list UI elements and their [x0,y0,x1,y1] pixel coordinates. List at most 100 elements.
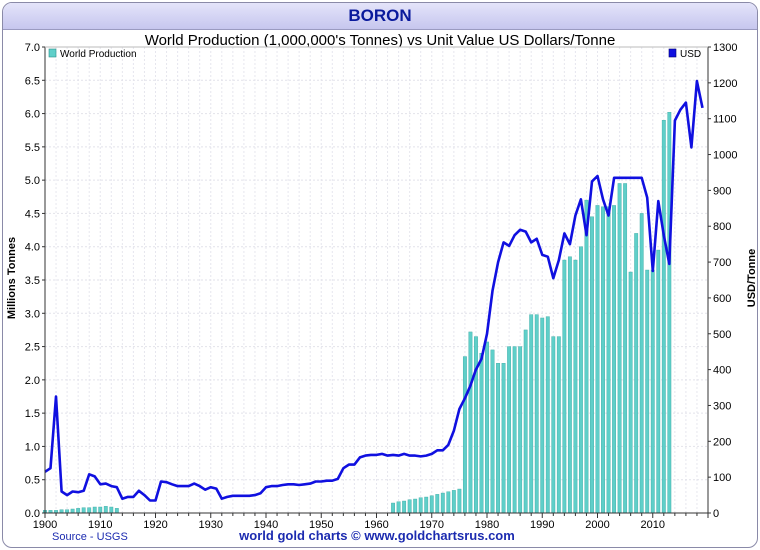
production-bar [468,331,473,514]
production-bar [490,349,495,514]
y-tick-label-left: 5.5 [25,142,40,154]
production-bar [590,216,594,514]
production-bar [92,506,97,514]
production-bar [103,506,108,514]
y-tick-label-left: 0.5 [25,475,40,487]
production-bar [606,206,611,514]
y-tick-label-right: 200 [713,436,731,448]
y-tick-label-left: 7.0 [25,42,40,54]
production-bar [81,507,86,514]
production-bar [518,346,523,514]
y-tick-label-left: 2.0 [25,375,40,387]
x-tick-label: 1930 [199,519,223,531]
production-bar [601,206,605,514]
y-tick-label-right: 1300 [713,42,737,54]
source-note: Source - USGS [52,531,128,543]
title-bar: BORON [3,3,757,30]
production-bar [667,112,672,514]
credit-note: world gold charts © www.goldchartsrus.co… [239,528,515,543]
production-bar [87,507,92,514]
production-bar [551,336,556,514]
production-bar [391,502,395,514]
production-bar [418,497,423,514]
production-bar [457,488,462,514]
production-bar [617,183,622,514]
production-bar [479,353,484,514]
production-bar [562,259,567,514]
production-bar [512,346,517,514]
production-bar [402,500,407,514]
production-bar [429,495,434,514]
y-tick-label-left: 0.0 [25,508,40,520]
production-bar [451,490,456,514]
y-tick-label-right: 1200 [713,78,737,90]
production-bar [639,213,644,514]
y-tick-label-left: 3.0 [25,308,40,320]
production-bar [573,259,578,514]
y-tick-label-right: 300 [713,400,731,412]
production-bar [109,506,114,514]
production-bar [529,314,534,514]
y-axis-label-left: Millions Tonnes [6,236,18,320]
production-bar [612,205,616,514]
y-tick-label-right: 1000 [713,150,737,162]
production-bar [462,356,467,514]
production-bar [413,498,418,514]
y-tick-label-left: 2.5 [25,342,40,354]
production-bar [656,249,661,514]
production-bar [645,269,650,514]
x-tick-label: 2000 [585,519,609,531]
production-bar [76,508,81,514]
x-tick-label: 1950 [309,519,333,531]
y-tick-label-left: 6.0 [25,109,40,121]
production-bar [540,317,545,514]
x-tick-label: 1970 [420,519,444,531]
production-bar [485,341,489,514]
production-bar [584,199,589,514]
legend-usd-swatch [668,48,677,58]
production-bar [407,499,412,514]
x-tick-label: 1990 [530,519,554,531]
y-tick-label-left: 5.0 [25,175,40,187]
production-bar [98,506,103,514]
legend-usd-label: USD [680,49,701,60]
y-tick-label-right: 800 [713,221,731,233]
x-tick-label: 1920 [143,519,167,531]
production-bar [396,501,401,514]
y-tick-label-right: 1100 [713,114,737,126]
production-bar [534,314,539,514]
y-tick-label-left: 3.5 [25,275,40,287]
y-tick-label-right: 700 [713,257,731,269]
chart-title: BORON [348,6,412,25]
production-bar [507,346,512,514]
y-tick-label-right: 600 [713,293,731,305]
production-bar [523,329,528,514]
x-tick-label: 1980 [475,519,499,531]
production-bar [496,363,500,514]
production-bar [567,256,572,514]
production-bar [650,269,655,514]
legend-production-label: World Production [60,49,137,60]
production-bar [501,363,506,514]
production-bar [628,271,633,514]
production-bar [474,336,478,514]
production-bar [634,233,639,514]
y-tick-label-right: 500 [713,329,731,341]
production-bar [545,316,550,514]
production-bar [435,494,440,514]
production-bar [579,246,583,514]
x-tick-label: 1900 [33,519,57,531]
production-bar [70,508,75,514]
y-tick-label-right: 100 [713,472,731,484]
y-tick-label-right: 400 [713,365,731,377]
production-bar [623,183,628,514]
x-tick-label: 2010 [641,519,665,531]
production-bar [424,496,429,514]
chart-subtitle: World Production (1,000,000's Tonnes) vs… [144,32,616,49]
production-bar [556,336,561,514]
x-tick-label: 1940 [254,519,278,531]
production-bar [595,205,600,514]
y-tick-label-left: 4.5 [25,208,40,220]
y-tick-label-left: 1.5 [25,408,40,420]
